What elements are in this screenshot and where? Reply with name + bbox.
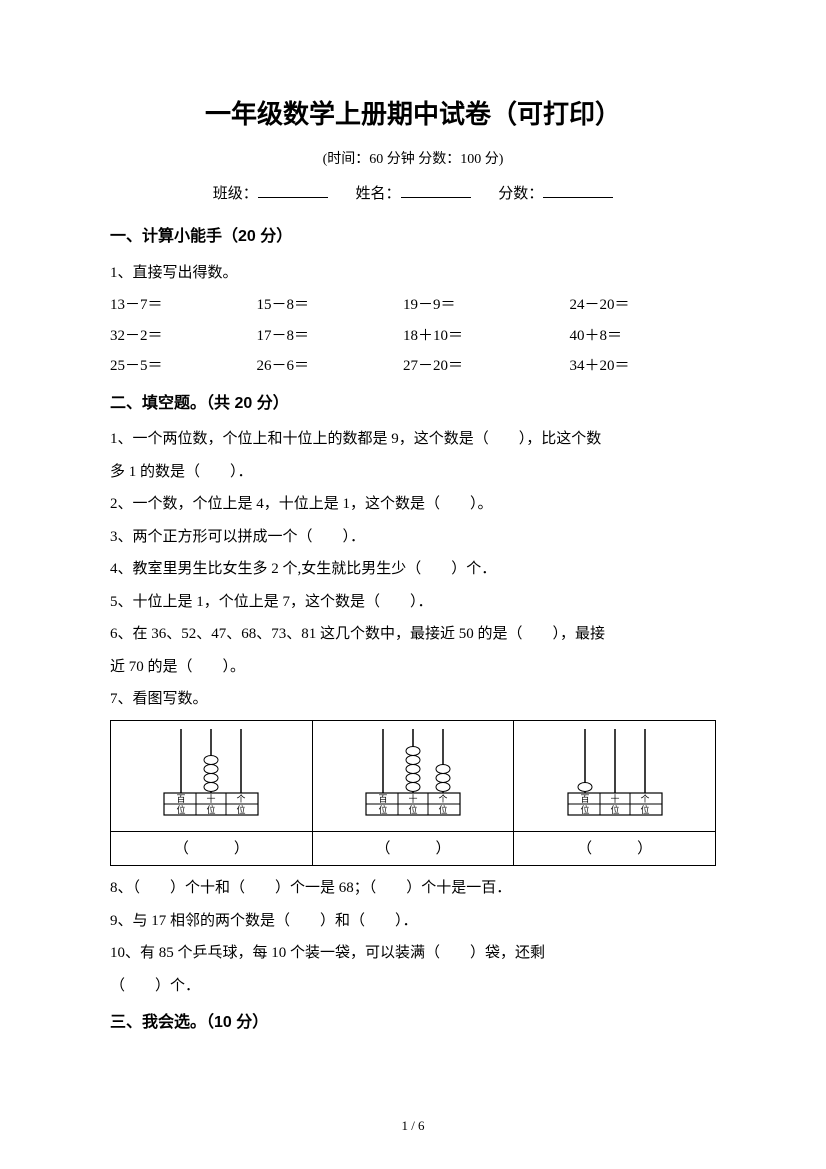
svg-text:百: 百 <box>177 794 186 804</box>
svg-text:位: 位 <box>408 804 417 815</box>
score-blank[interactable] <box>543 182 613 198</box>
calc-cell: 40＋8＝ <box>550 322 717 351</box>
svg-text:十: 十 <box>207 793 216 804</box>
s2-q4: 4、教室里男生比女生多 2 个,女生就比男生少（ ）个． <box>110 555 716 584</box>
exam-title: 一年级数学上册期中试卷（可打印） <box>110 90 716 139</box>
calc-cell: 25－5＝ <box>110 352 257 381</box>
svg-text:十: 十 <box>408 793 417 804</box>
svg-text:位: 位 <box>580 804 589 815</box>
s2-q10a: 10、有 85 个乒乓球，每 10 个装一袋，可以装满（ ）袋，还剩 <box>110 939 716 968</box>
svg-text:百: 百 <box>580 794 589 804</box>
calc-row-3: 25－5＝ 26－6＝ 27－20＝ 34＋20＝ <box>110 352 716 381</box>
calc-cell: 27－20＝ <box>403 352 550 381</box>
name-blank[interactable] <box>401 182 471 198</box>
s2-q9: 9、与 17 相邻的两个数是（ ）和（ ）． <box>110 907 716 936</box>
svg-text:位: 位 <box>640 804 649 815</box>
abacus-icon: 百位十位个位 <box>146 721 276 821</box>
calc-cell: 13－7＝ <box>110 291 257 320</box>
s2-q5: 5、十位上是 1，个位上是 7，这个数是（ ）． <box>110 588 716 617</box>
s1-q1-label: 1、直接写出得数。 <box>110 259 716 288</box>
s2-q2: 2、一个数，个位上是 4，十位上是 1，这个数是（ ）。 <box>110 490 716 519</box>
calc-cell: 26－6＝ <box>257 352 404 381</box>
section3-heading: 三、我会选。（10 分） <box>110 1008 716 1038</box>
svg-text:位: 位 <box>610 804 619 815</box>
svg-text:位: 位 <box>438 804 447 815</box>
section2-heading: 二、填空题。（共 20 分） <box>110 389 716 419</box>
section1-heading: 一、计算小能手（20 分） <box>110 222 716 252</box>
abacus-cell-1: 百位十位个位 <box>111 720 313 832</box>
svg-text:个: 个 <box>640 794 649 804</box>
calc-cell: 24－20＝ <box>550 291 717 320</box>
abacus-answer-3[interactable]: （ ） <box>514 832 716 866</box>
abacus-cell-3: 百位十位个位 <box>514 720 716 832</box>
svg-text:位: 位 <box>378 804 387 815</box>
calc-cell: 34＋20＝ <box>550 352 717 381</box>
abacus-icon: 百位十位个位 <box>348 721 478 821</box>
svg-text:位: 位 <box>237 804 246 815</box>
calc-cell: 18＋10＝ <box>403 322 550 351</box>
calc-cell: 32－2＝ <box>110 322 257 351</box>
abacus-cell-2: 百位十位个位 <box>312 720 514 832</box>
svg-text:位: 位 <box>177 804 186 815</box>
calc-row-2: 32－2＝ 17－8＝ 18＋10＝ 40＋8＝ <box>110 322 716 351</box>
name-label: 姓名： <box>355 180 400 209</box>
calc-cell: 15－8＝ <box>257 291 404 320</box>
page-footer: 1 / 6 <box>0 1114 826 1139</box>
abacus-table: 百位十位个位 百位十位个位 百位十位个位 （ ） （ ） （ ） <box>110 720 716 867</box>
s2-q10b: （ ）个． <box>110 972 716 1001</box>
student-info-row: 班级： 姓名： 分数： <box>110 180 716 209</box>
s2-q7: 7、看图写数。 <box>110 685 716 714</box>
abacus-answer-1[interactable]: （ ） <box>111 832 313 866</box>
score-label: 分数： <box>498 180 543 209</box>
svg-text:位: 位 <box>207 804 216 815</box>
class-label: 班级： <box>213 180 258 209</box>
svg-text:个: 个 <box>237 794 246 804</box>
s2-q6a: 6、在 36、52、47、68、73、81 这几个数中，最接近 50 的是（ ）… <box>110 620 716 649</box>
svg-text:百: 百 <box>378 794 387 804</box>
exam-subtitle: (时间：60 分钟 分数：100 分) <box>110 147 716 174</box>
s2-q1a: 1、一个两位数，个位上和十位上的数都是 9，这个数是（ ），比这个数 <box>110 425 716 454</box>
calc-cell: 17－8＝ <box>257 322 404 351</box>
s2-q3: 3、两个正方形可以拼成一个（ ）． <box>110 523 716 552</box>
svg-text:个: 个 <box>438 794 447 804</box>
s2-q8: 8、（ ）个十和（ ）个一是 68；（ ）个十是一百． <box>110 874 716 903</box>
class-blank[interactable] <box>258 182 328 198</box>
svg-text:十: 十 <box>610 793 619 804</box>
abacus-answer-2[interactable]: （ ） <box>312 832 514 866</box>
s2-q6b: 近 70 的是（ ）。 <box>110 653 716 682</box>
s2-q1b: 多 1 的数是（ ）． <box>110 458 716 487</box>
calc-row-1: 13－7＝ 15－8＝ 19－9＝ 24－20＝ <box>110 291 716 320</box>
calc-cell: 19－9＝ <box>403 291 550 320</box>
abacus-icon: 百位十位个位 <box>550 721 680 821</box>
